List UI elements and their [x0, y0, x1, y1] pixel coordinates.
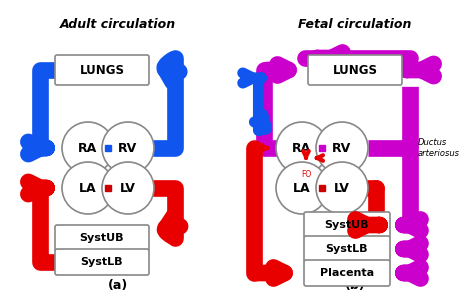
Circle shape: [102, 162, 154, 214]
Text: Adult circulation: Adult circulation: [60, 18, 176, 31]
Text: DV: DV: [253, 142, 264, 150]
Circle shape: [276, 162, 328, 214]
Text: LA: LA: [79, 181, 97, 195]
FancyBboxPatch shape: [304, 236, 390, 262]
Text: Placenta: Placenta: [320, 268, 374, 278]
Text: LV: LV: [334, 181, 350, 195]
Bar: [105, 145, 111, 151]
Text: LV: LV: [120, 181, 136, 195]
FancyBboxPatch shape: [55, 225, 149, 251]
Text: SystUB: SystUB: [80, 233, 124, 243]
Circle shape: [316, 122, 368, 174]
Text: RV: RV: [332, 142, 352, 154]
FancyBboxPatch shape: [304, 212, 390, 238]
Circle shape: [276, 122, 328, 174]
Text: SystLB: SystLB: [81, 257, 123, 267]
Text: SystUB: SystUB: [325, 220, 369, 230]
Circle shape: [316, 162, 368, 214]
Text: RA: RA: [78, 142, 98, 154]
Circle shape: [62, 162, 114, 214]
Text: Fetal circulation: Fetal circulation: [298, 18, 412, 31]
Bar: [319, 185, 325, 191]
Text: FO: FO: [301, 170, 311, 179]
FancyBboxPatch shape: [55, 249, 149, 275]
Text: SystLB: SystLB: [326, 244, 368, 254]
FancyBboxPatch shape: [55, 55, 149, 85]
Text: RV: RV: [118, 142, 137, 154]
Circle shape: [102, 122, 154, 174]
Bar: [319, 145, 325, 151]
Text: LA: LA: [293, 181, 311, 195]
Text: (a): (a): [108, 279, 128, 292]
FancyBboxPatch shape: [308, 55, 402, 85]
Text: (b): (b): [345, 279, 365, 292]
Bar: [105, 185, 111, 191]
Text: LUNGS: LUNGS: [80, 63, 125, 77]
Circle shape: [62, 122, 114, 174]
FancyBboxPatch shape: [304, 260, 390, 286]
Text: LUNGS: LUNGS: [332, 63, 377, 77]
Text: Ductus
arteriosus: Ductus arteriosus: [418, 138, 460, 158]
Text: RA: RA: [292, 142, 311, 154]
